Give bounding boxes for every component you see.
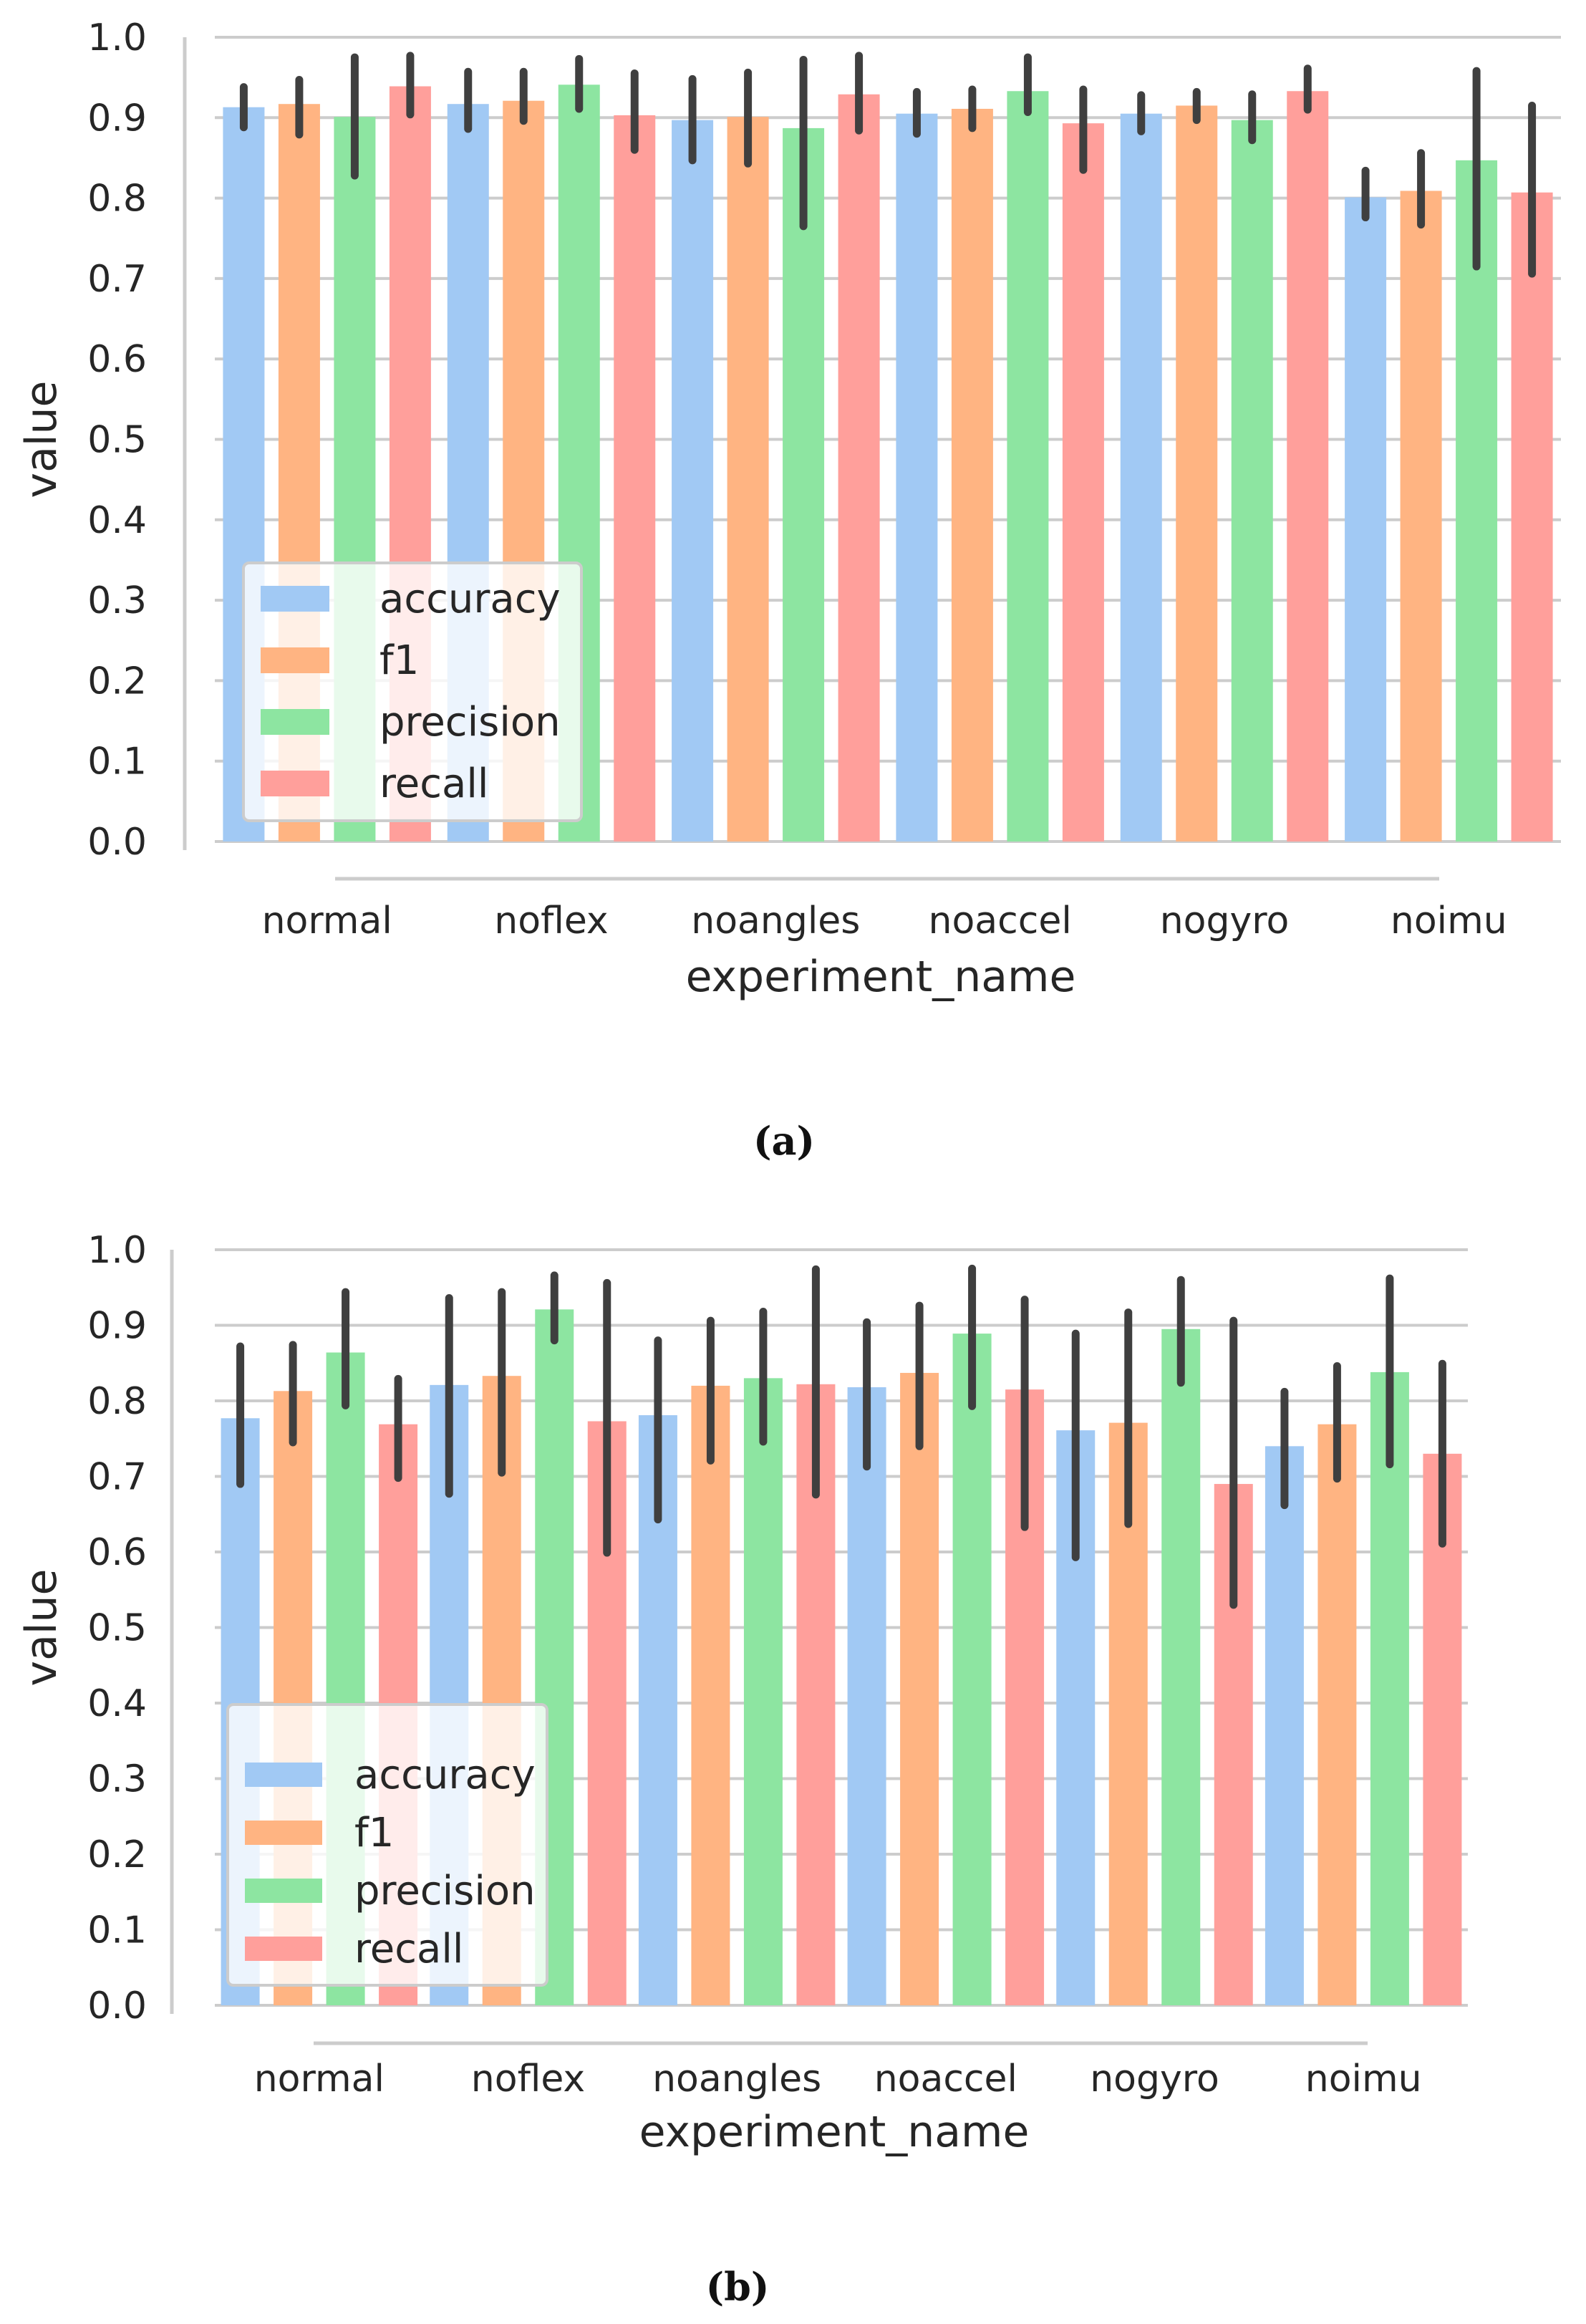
- y-tick-label-a-10: 1.0: [87, 16, 147, 59]
- legend-label-a-accuracy: accuracy: [379, 576, 561, 622]
- bar-a-noimu-f1: [1400, 191, 1442, 842]
- x-axis-label-b: experiment_name: [639, 2107, 1030, 2157]
- caption-b: (b): [706, 2264, 770, 2310]
- bar-a-noangles-accuracy: [672, 120, 714, 842]
- bar-a-nogyro-precision: [1231, 120, 1273, 842]
- bar-a-noaccel-f1: [951, 108, 993, 842]
- y-tick-label-a-3: 0.3: [87, 579, 147, 622]
- bar-b-noaccel-accuracy: [847, 1387, 886, 2005]
- x-tick-label-b-noaccel: noaccel: [874, 2058, 1017, 2101]
- legend-swatch-b-recall: [245, 1937, 322, 1961]
- y-tick-label-a-2: 0.2: [87, 660, 147, 703]
- bar-b-noaccel-precision: [952, 1334, 992, 2005]
- y-tick-label-b-7: 0.7: [87, 1456, 147, 1499]
- legend-box-a: [242, 561, 583, 822]
- y-tick-label-b-4: 0.4: [87, 1682, 147, 1725]
- x-tick-label-b-noflex: noflex: [471, 2058, 585, 2101]
- bar-b-noimu-accuracy: [1265, 1446, 1304, 2005]
- bar-a-noaccel-accuracy: [896, 113, 938, 842]
- legend-swatch-a-recall: [261, 771, 329, 796]
- y-tick-label-a-7: 0.7: [87, 258, 147, 301]
- legend-label-b-recall: recall: [354, 1926, 463, 1972]
- bar-b-noangles-f1: [691, 1385, 730, 2005]
- legend-swatch-a-precision: [261, 709, 329, 735]
- chart-panel-b: 0.0 0.1 0.2 0.3 0.4 0.5 0.6 0.7 0.8 0.9 1.0 normal n…: [16, 1229, 1468, 2157]
- x-tick-label-b-nogyro: nogyro: [1090, 2058, 1219, 2101]
- x-tick-label-a-nogyro: nogyro: [1160, 900, 1290, 942]
- bar-a-noimu-precision: [1456, 160, 1498, 842]
- bar-b-nogyro-precision: [1161, 1329, 1201, 2005]
- bar-a-noaccel-precision: [1007, 91, 1049, 842]
- y-tick-label-a-5: 0.5: [87, 419, 147, 462]
- x-tick-label-b-noangles: noangles: [652, 2058, 821, 2101]
- y-tick-label-a-9: 0.9: [87, 97, 147, 140]
- legend-label-a-recall: recall: [379, 761, 488, 807]
- y-tick-label-b-5: 0.5: [87, 1607, 147, 1650]
- legend-label-a-precision: precision: [379, 699, 561, 746]
- y-tick-label-b-3: 0.3: [87, 1758, 147, 1801]
- y-tick-label-b-10: 1.0: [87, 1229, 147, 1272]
- bar-b-noangles-precision: [743, 1378, 783, 2005]
- y-tick-label-a-1: 0.1: [87, 741, 147, 783]
- x-tick-label-a-normal: normal: [262, 900, 392, 942]
- bar-a-noimu-recall: [1511, 192, 1553, 842]
- bar-a-noimu-accuracy: [1345, 197, 1387, 842]
- legend-label-a-f1: f1: [379, 637, 419, 684]
- y-tick-label-b-8: 0.8: [87, 1380, 147, 1423]
- legend-label-b-precision: precision: [354, 1868, 536, 1914]
- legend-swatch-b-precision: [245, 1879, 322, 1903]
- legend-label-b-f1: f1: [354, 1810, 394, 1856]
- x-tick-label-a-noangles: noangles: [691, 900, 860, 942]
- x-tick-label-a-noimu: noimu: [1391, 900, 1507, 942]
- bar-a-nogyro-accuracy: [1120, 113, 1162, 842]
- y-tick-label-b-6: 0.6: [87, 1531, 147, 1574]
- y-axis-label-a: value: [16, 381, 67, 498]
- legend-swatch-a-f1: [261, 647, 329, 673]
- bar-a-nogyro-recall: [1287, 91, 1329, 842]
- y-tick-label-a-6: 0.6: [87, 338, 147, 381]
- x-tick-label-b-normal: normal: [254, 2058, 385, 2101]
- y-tick-label-a-4: 0.4: [87, 499, 147, 542]
- y-axis-label-b: value: [16, 1569, 67, 1687]
- bar-b-noimu-f1: [1317, 1424, 1357, 2005]
- bar-a-nogyro-f1: [1176, 105, 1218, 842]
- caption-a: (a): [753, 1118, 815, 1164]
- y-tick-label-a-0: 0.0: [87, 821, 147, 864]
- x-tick-label-a-noaccel: noaccel: [929, 900, 1072, 942]
- legend-swatch-b-f1: [245, 1821, 322, 1845]
- bar-a-noflex-recall: [614, 115, 656, 842]
- x-axis-label-a: experiment_name: [686, 952, 1076, 1002]
- legend-label-b-accuracy: accuracy: [354, 1752, 536, 1798]
- bar-a-noangles-f1: [727, 117, 769, 842]
- y-tick-label-b-9: 0.9: [87, 1305, 147, 1348]
- y-tick-label-b-0: 0.0: [87, 1985, 147, 2028]
- bar-a-noangles-precision: [783, 127, 825, 842]
- y-tick-label-b-2: 0.2: [87, 1833, 147, 1876]
- bar-a-noangles-recall: [838, 94, 880, 842]
- legend-swatch-b-accuracy: [245, 1763, 322, 1787]
- y-tick-label-a-8: 0.8: [87, 178, 147, 221]
- x-tick-label-b-noimu: noimu: [1305, 2058, 1422, 2101]
- legend-swatch-a-accuracy: [261, 586, 329, 612]
- bar-b-noaccel-f1: [900, 1372, 939, 2005]
- x-tick-label-a-noflex: noflex: [494, 900, 608, 942]
- bar-a-noaccel-recall: [1062, 123, 1104, 842]
- bar-b-noimu-precision: [1370, 1371, 1409, 2005]
- y-tick-label-b-1: 0.1: [87, 1909, 147, 1952]
- chart-panel-a: 0.0 0.1 0.2 0.3 0.4 0.5 0.6 0.7 0.8 0.9 1.0 normal n…: [16, 16, 1561, 1002]
